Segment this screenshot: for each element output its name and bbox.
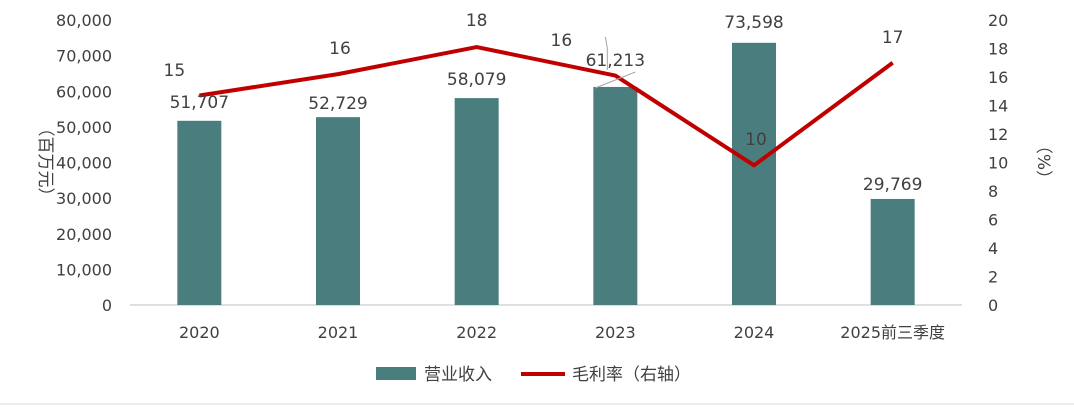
revenue-bar — [593, 87, 637, 305]
y-right-tick-label: 10 — [988, 154, 1008, 173]
y-left-axis-title: （百万元） — [35, 120, 55, 205]
line-data-label: 15 — [164, 61, 186, 81]
line-data-label: 16 — [329, 39, 351, 59]
legend-bar-swatch — [376, 367, 416, 380]
legend-layer: 营业收入 毛利率（右轴） — [376, 365, 691, 385]
legend-line-label: 毛利率（右轴） — [572, 365, 691, 385]
bar-data-label: 61,213 — [586, 51, 645, 71]
y-right-tick-label: 8 — [988, 182, 998, 201]
bar-data-label: 51,707 — [170, 93, 229, 113]
y-right-tick-label: 16 — [988, 68, 1008, 87]
y-right-tick-label: 4 — [988, 239, 998, 258]
y-right-axis-title: （%） — [1033, 137, 1053, 187]
x-tick-label: 2021 — [318, 323, 359, 342]
revenue-bar — [316, 117, 360, 305]
y-right-tick-label: 2 — [988, 268, 998, 287]
x-tick-label: 2024 — [734, 323, 775, 342]
line-data-label: 10 — [745, 130, 767, 150]
y-left-tick-label: 20,000 — [56, 225, 112, 244]
x-tick-label: 2022 — [456, 323, 497, 342]
y-right-tick-label: 18 — [988, 40, 1008, 59]
y-right-tick-label: 14 — [988, 97, 1008, 116]
gross-margin-line — [199, 47, 892, 165]
y-right-tick-label: 12 — [988, 125, 1008, 144]
y-left-tick-label: 10,000 — [56, 260, 112, 279]
y-left-tick-label: 40,000 — [56, 154, 112, 173]
y-left-tick-label: 80,000 — [56, 11, 112, 30]
y-left-tick-label: 50,000 — [56, 118, 112, 137]
y-left-tick-label: 60,000 — [56, 82, 112, 101]
revenue-bar — [732, 43, 776, 305]
x-tick-label: 2025前三季度 — [840, 323, 945, 342]
bar-data-label: 52,729 — [308, 94, 367, 114]
line-data-label: 18 — [466, 11, 488, 31]
line-data-label: 17 — [882, 28, 904, 48]
y-left-tick-label: 0 — [102, 296, 112, 315]
legend-bar-label: 营业收入 — [424, 365, 492, 385]
x-tick-label: 2023 — [595, 323, 636, 342]
bar-data-label: 73,598 — [724, 13, 783, 33]
revenue-bar — [871, 199, 915, 305]
line-data-label: 16 — [551, 31, 573, 51]
y-left-tick-label: 30,000 — [56, 189, 112, 208]
revenue-bar — [177, 121, 221, 305]
y-right-tick-label: 6 — [988, 211, 998, 230]
revenue-bar — [455, 98, 499, 305]
labels-layer: 51,707 52,729 58,079 61,213 73,598 29,769 15 16… — [164, 11, 923, 195]
bar-data-label: 58,079 — [447, 70, 506, 90]
y-right-tick-label: 0 — [988, 296, 998, 315]
x-tick-label: 2020 — [179, 323, 220, 342]
line-layer — [199, 47, 893, 165]
y-left-tick-label: 70,000 — [56, 47, 112, 66]
bar-data-label: 29,769 — [863, 175, 922, 195]
y-right-tick-label: 20 — [988, 11, 1008, 30]
